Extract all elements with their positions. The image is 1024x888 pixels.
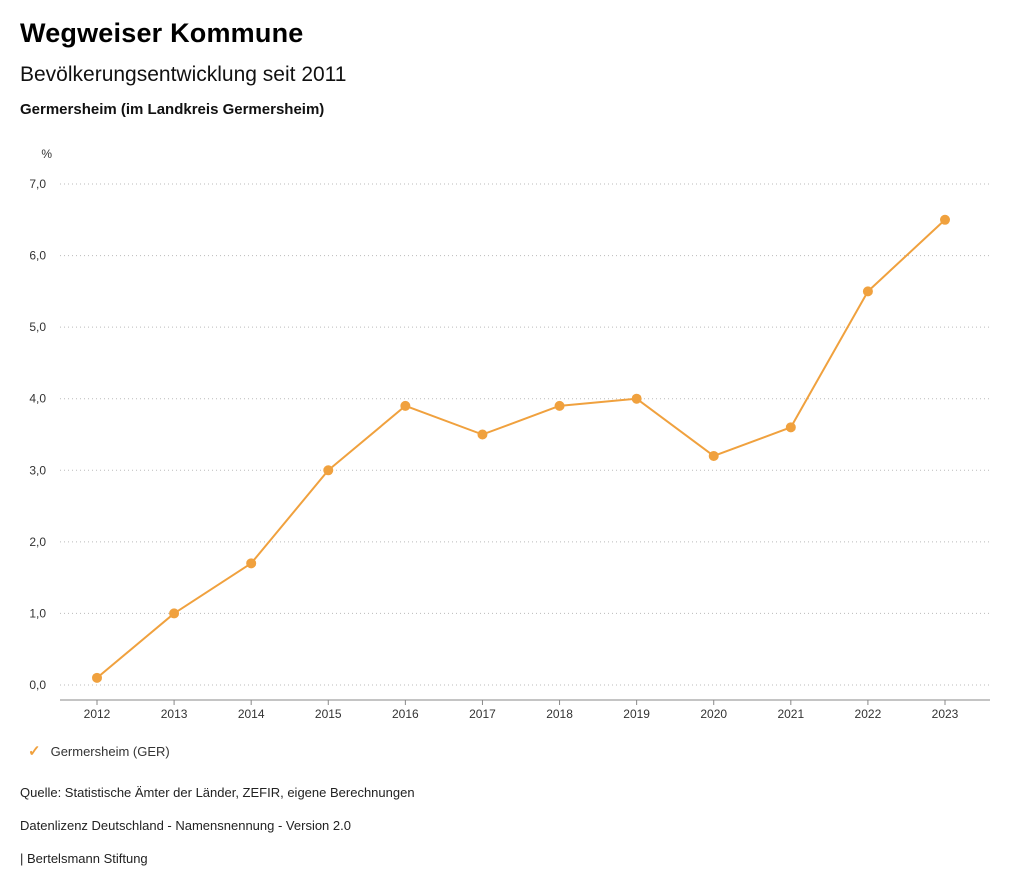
chart-title: Bevölkerungsentwicklung seit 2011: [20, 63, 347, 86]
y-tick-label: 6,0: [29, 249, 46, 263]
x-tick-label: 2022: [855, 707, 882, 721]
x-tick-label: 2014: [238, 707, 265, 721]
data-point[interactable]: [400, 400, 411, 411]
x-tick-label: 2016: [392, 707, 419, 721]
data-point[interactable]: [631, 393, 642, 404]
y-tick-label: 3,0: [29, 463, 46, 477]
data-point[interactable]: [554, 400, 565, 411]
data-point[interactable]: [92, 672, 102, 683]
legend[interactable]: ✓ Germersheim (GER): [28, 744, 170, 759]
y-axis-unit-label: %: [41, 147, 52, 161]
x-tick-label: 2015: [315, 707, 342, 721]
region-label: Germersheim (im Landkreis Germersheim): [20, 101, 325, 118]
x-tick-label: 2017: [469, 707, 496, 721]
license-note: Datenlizenz Deutschland - Namensnennung …: [20, 818, 351, 833]
series-line: [96, 219, 946, 679]
data-point[interactable]: [708, 450, 719, 461]
x-tick-label: 2019: [623, 707, 650, 721]
check-icon: ✓: [28, 743, 41, 760]
data-point[interactable]: [862, 286, 873, 297]
y-tick-label: 1,0: [29, 606, 46, 620]
line-chart: % 0,0 1,0 2,0 3,0 4,0 5,0 6,0 7,0 2012 2013 2014 201…: [0, 142, 1024, 732]
x-tick-label: 2023: [932, 707, 959, 721]
x-tick-label: 2021: [777, 707, 804, 721]
data-point[interactable]: [785, 422, 796, 433]
x-tick-label: 2012: [84, 707, 111, 721]
y-tick-label: 2,0: [29, 535, 46, 549]
x-tick-label: 2020: [700, 707, 727, 721]
app-title: Wegweiser Kommune: [20, 18, 304, 48]
data-point[interactable]: [323, 465, 334, 476]
data-point[interactable]: [477, 429, 488, 440]
x-tick-label: 2013: [161, 707, 188, 721]
chart-footer: Quelle: Statistische Ämter der Länder, Z…: [20, 785, 920, 884]
data-point[interactable]: [169, 608, 180, 619]
y-tick-label: 4,0: [29, 392, 46, 406]
data-point[interactable]: [246, 558, 257, 569]
data-point[interactable]: [940, 214, 950, 225]
chart-header: Wegweiser Kommune Bevölkerungsentwicklun…: [20, 18, 346, 118]
y-tick-label: 0,0: [29, 678, 46, 692]
chart-canvas: % 0,0 1,0 2,0 3,0 4,0 5,0 6,0 7,0 2012 2013 2014 201…: [29, 147, 990, 721]
x-tick-label: 2018: [546, 707, 573, 721]
source-note: Quelle: Statistische Ämter der Länder, Z…: [20, 785, 415, 800]
y-tick-label: 5,0: [29, 320, 46, 334]
attribution-note: | Bertelsmann Stiftung: [20, 851, 148, 866]
legend-label: Germersheim (GER): [50, 744, 170, 759]
y-tick-label: 7,0: [29, 177, 46, 191]
